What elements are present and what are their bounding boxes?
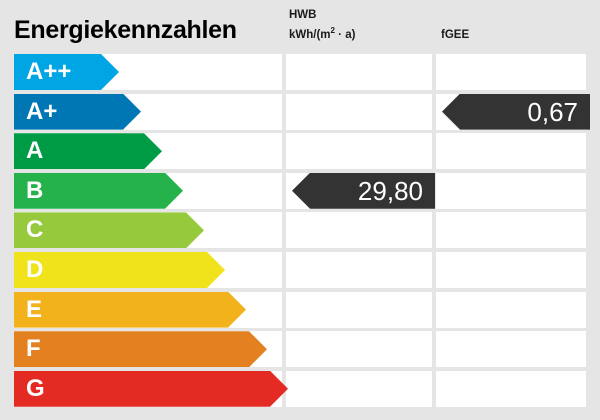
grid-cell-hwb (286, 54, 432, 90)
grid-cell-fgee (436, 54, 586, 90)
grid-cell-fgee (436, 212, 586, 249)
rating-band-label: E (26, 295, 43, 323)
rating-band-label: G (26, 374, 45, 402)
column-header-hwb-label: HWB (289, 9, 317, 21)
grid-cell-hwb (286, 252, 432, 288)
table-row: A (0, 133, 600, 173)
grid-cell-hwb (286, 291, 432, 328)
rating-band-b: B (14, 173, 183, 209)
value-marker-fgee: 0,67 (442, 93, 590, 130)
grid-cell-fgee (436, 370, 586, 407)
grid-cell-hwb (286, 331, 432, 368)
value-marker-hwb-value: 29,80 (357, 175, 423, 206)
grid-cell-fgee (436, 172, 586, 209)
rating-band-label: D (26, 256, 44, 283)
rating-band-aplus: A+ (14, 94, 141, 130)
rating-band-label: A++ (26, 58, 72, 85)
table-row: A++ (0, 54, 600, 94)
rating-band-label: A+ (26, 97, 58, 125)
rating-band-label: A (26, 137, 44, 165)
grid-cell-hwb (286, 370, 432, 407)
grid-cell-hwb (286, 212, 432, 249)
rating-band-label: C (26, 216, 44, 244)
table-row: C (0, 212, 600, 252)
rating-band-d: D (14, 252, 225, 288)
grid-cell-fgee (436, 133, 586, 170)
rating-band-label: F (26, 335, 41, 363)
hwb-unit-suffix: · a) (334, 28, 356, 41)
grid-cell-hwb (286, 93, 432, 130)
table-row: G (0, 370, 600, 411)
column-header-fgee: fGEE (441, 28, 469, 43)
rating-band-label: B (26, 176, 44, 204)
column-header-hwb: HWB kWh/(m2 · a) (289, 8, 355, 43)
table-row: E (0, 291, 600, 332)
rating-band-f: F (14, 331, 267, 367)
chart-header: Energiekennzahlen HWB kWh/(m2 · a) fGEE (0, 0, 600, 54)
rating-band-e: E (14, 292, 246, 328)
page-title: Energiekennzahlen (14, 16, 237, 44)
rating-band-g: G (14, 371, 288, 407)
rating-band-aplusplus: A++ (14, 54, 119, 90)
rating-grid: A++ A+ A B C D E F G 29,80 0,67 (0, 54, 600, 411)
grid-cell-hwb (286, 133, 432, 170)
table-row: D (0, 252, 600, 292)
grid-cell-fgee (436, 252, 586, 288)
table-row: F (0, 331, 600, 371)
hwb-unit-superscript: 2 (330, 26, 335, 35)
rating-band-a: A (14, 133, 162, 169)
column-header-hwb-unit: kWh/(m2 · a) (289, 23, 355, 43)
grid-cell-fgee (436, 291, 586, 328)
value-marker-fgee-value: 0,67 (527, 96, 578, 127)
rating-band-c: C (14, 212, 204, 248)
hwb-unit-prefix: kWh/(m (289, 28, 331, 41)
column-header-fgee-label: fGEE (441, 29, 470, 41)
value-marker-hwb: 29,80 (292, 172, 435, 209)
grid-cell-fgee (436, 331, 586, 368)
